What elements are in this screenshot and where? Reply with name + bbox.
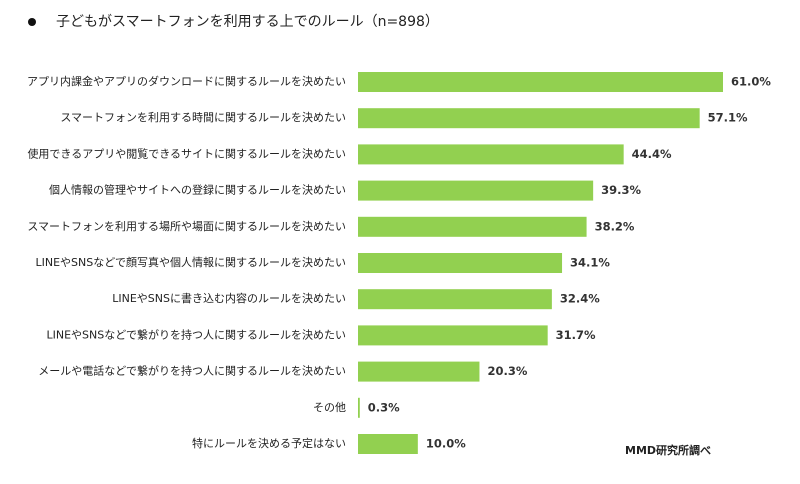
category-label: メールや電話などで繋がりを持つ人に関するルールを決めたい bbox=[38, 364, 346, 378]
category-label: スマートフォンを利用する時間に関するルールを決めたい bbox=[60, 111, 346, 124]
category-label: LINEやSNSなどで繋がりを持つ人に関するルールを決めたい bbox=[46, 327, 346, 341]
category-label: 特にルールを決める予定はない bbox=[192, 436, 346, 450]
source-note: MMD研究所調べ bbox=[625, 443, 711, 457]
value-label: 44.4% bbox=[632, 147, 672, 161]
value-label: 39.3% bbox=[601, 183, 641, 197]
title-bullet bbox=[28, 18, 36, 26]
bar bbox=[358, 289, 552, 310]
value-label: 34.1% bbox=[570, 256, 610, 270]
value-label: 57.1% bbox=[708, 111, 748, 125]
value-label: 31.7% bbox=[556, 328, 596, 342]
category-label: LINEやSNSなどで顔写真や個人情報に関するルールを決めたい bbox=[35, 255, 346, 269]
value-label: 20.3% bbox=[487, 364, 527, 378]
bar bbox=[358, 325, 548, 346]
category-label: LINEやSNSに書き込む内容のルールを決めたい bbox=[112, 291, 346, 305]
bar bbox=[358, 72, 723, 92]
category-label: その他 bbox=[313, 401, 346, 414]
category-label: 使用できるアプリや閲覧できるサイトに関するルールを決めたい bbox=[27, 146, 346, 160]
bar bbox=[358, 144, 624, 165]
value-label: 32.4% bbox=[560, 292, 600, 306]
value-label: 38.2% bbox=[595, 219, 635, 233]
bar bbox=[358, 397, 360, 418]
bar bbox=[358, 180, 594, 201]
bar bbox=[358, 434, 418, 454]
category-label: 個人情報の管理やサイトへの登録に関するルールを決めたい bbox=[49, 183, 346, 197]
value-label: 10.0% bbox=[426, 437, 466, 451]
category-label: アプリ内課金やアプリのダウンロードに関するルールを決めたい bbox=[27, 74, 346, 88]
bar bbox=[358, 216, 587, 237]
bar bbox=[358, 361, 480, 382]
value-label: 0.3% bbox=[368, 400, 400, 414]
chart-title: 子どもがスマートフォンを利用する上でのルール（n=898） bbox=[56, 14, 439, 30]
value-label: 61.0% bbox=[731, 75, 771, 89]
bar bbox=[358, 108, 700, 129]
bar bbox=[358, 253, 563, 273]
category-label: スマートフォンを利用する場所や場面に関するルールを決めたい bbox=[27, 220, 346, 233]
